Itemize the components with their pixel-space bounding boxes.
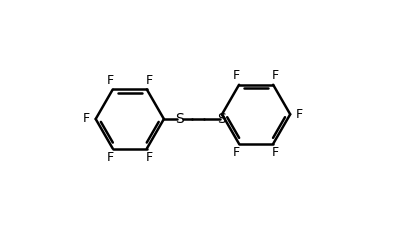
Text: S: S: [218, 112, 227, 126]
Text: F: F: [83, 113, 90, 125]
Text: S: S: [175, 112, 184, 126]
Text: F: F: [107, 151, 114, 164]
Text: F: F: [146, 151, 153, 164]
Text: F: F: [272, 146, 279, 159]
Text: F: F: [107, 74, 114, 87]
Text: F: F: [272, 69, 279, 82]
Text: F: F: [146, 74, 153, 87]
Text: F: F: [233, 146, 240, 159]
Text: F: F: [233, 69, 240, 82]
Text: F: F: [295, 108, 303, 121]
